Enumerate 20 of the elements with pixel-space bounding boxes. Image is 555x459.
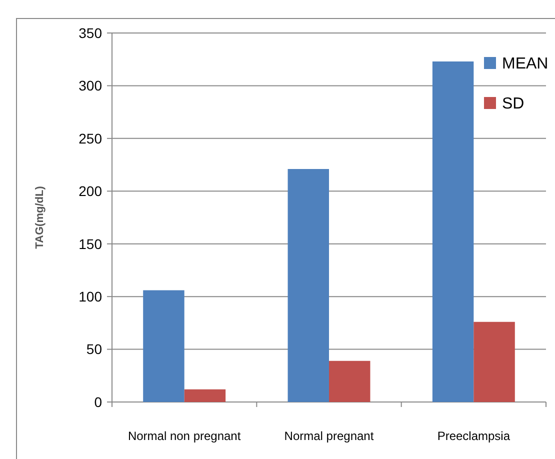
- y-axis-title: TAG(mg/dL): [34, 186, 46, 249]
- bar: [184, 389, 226, 402]
- legend-label: SD: [502, 96, 524, 113]
- y-tick-label: 0: [94, 394, 102, 410]
- y-tick-label: 50: [86, 341, 102, 358]
- y-tick-label: 150: [78, 236, 102, 252]
- bar: [143, 290, 184, 402]
- bar: [288, 169, 329, 402]
- bar: [329, 360, 370, 402]
- y-tick-label: 250: [78, 130, 102, 146]
- x-tick-label: Normal pregnant: [284, 429, 374, 443]
- x-tick-label: Normal non pregnant: [128, 429, 242, 443]
- y-tick-label: 100: [78, 288, 102, 304]
- bar: [432, 61, 474, 402]
- y-tick-label: 300: [78, 78, 102, 94]
- y-tick-label: 200: [78, 183, 102, 200]
- legend-label: MEAN: [502, 56, 548, 73]
- x-tick-label: Preeclampsia: [437, 429, 510, 443]
- y-tick-label: 350: [78, 24, 102, 41]
- bar: [474, 322, 515, 402]
